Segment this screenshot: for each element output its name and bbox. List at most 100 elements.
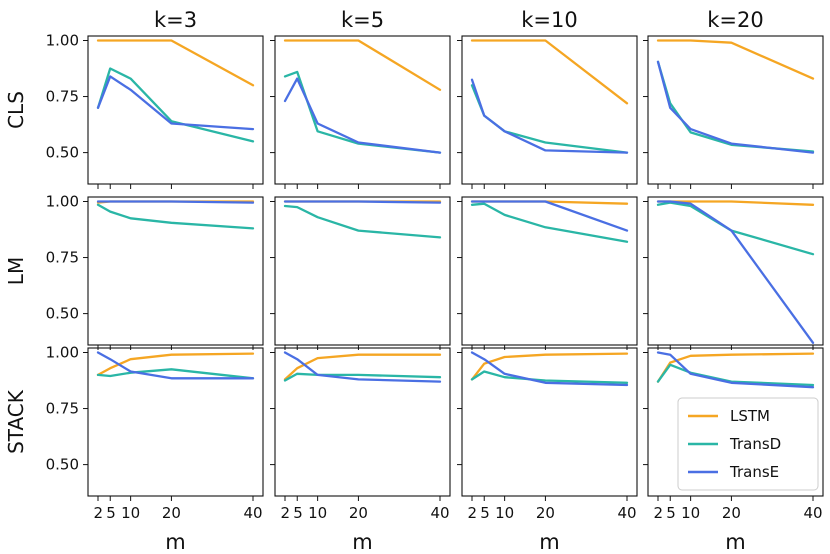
column-title-k5: k=5 [341, 8, 384, 32]
series-line-transe [470, 78, 629, 154]
column-title-k3: k=3 [154, 8, 197, 32]
series-line-transe [96, 75, 255, 131]
x-tick-label: 10 [308, 504, 327, 522]
y-tick-label: 1.00 [46, 343, 79, 361]
panel-frame [274, 35, 451, 185]
x-tick-label: 40 [803, 504, 822, 522]
series-line-transe [656, 200, 815, 344]
panel-frame [87, 196, 264, 346]
series-line-lstm [656, 352, 815, 383]
series-line-lstm [283, 353, 442, 381]
x-tick-label: 2 [653, 504, 663, 522]
panel-stack-k10: 2 5 10 20 40 m [457, 347, 638, 554]
legend: LSTM TransD TransE [677, 397, 819, 491]
column-title-k10: k=10 [521, 8, 577, 32]
x-tick-label: 20 [722, 504, 741, 522]
legend-box [677, 397, 819, 491]
panel-frame [274, 347, 451, 497]
series-line-transd [470, 370, 629, 384]
series-line-transe [470, 351, 629, 387]
series-line-lstm [470, 352, 629, 381]
x-tick-label: 10 [495, 504, 514, 522]
panel-frame [87, 347, 264, 497]
series-line-transd [283, 204, 442, 239]
panel-stack-k3: 0.50 0.75 1.00 2 5 10 20 40 m [46, 343, 264, 554]
x-axis-label: m [352, 530, 372, 554]
panel-cls-k10 [457, 35, 638, 189]
x-tick-label: 10 [121, 504, 140, 522]
x-tick-label: 2 [280, 504, 290, 522]
panel-frame [647, 347, 824, 497]
series-line-lstm [656, 39, 815, 80]
x-tick-label: 10 [681, 504, 700, 522]
x-axis-label: m [539, 530, 559, 554]
panel-cls-k3: 0.50 0.75 1.00 [46, 31, 264, 189]
x-tick-label: 5 [666, 504, 676, 522]
row-label-lm: LM [4, 257, 28, 285]
y-tick-label: 1.00 [46, 192, 79, 210]
x-tick-label: 5 [106, 504, 116, 522]
series-line-transd [283, 70, 442, 154]
panel-frame [461, 35, 638, 185]
y-tick-label: 0.75 [46, 249, 79, 267]
series-line-lstm [96, 352, 255, 377]
series-line-transd [96, 67, 255, 143]
x-axis-label: m [725, 530, 745, 554]
panel-frame [461, 196, 638, 346]
series-line-transd [470, 84, 629, 154]
series-line-transe [283, 77, 442, 154]
y-tick-label: 0.50 [46, 144, 79, 162]
panel-stack-k20: 2 5 10 20 40 m [643, 347, 824, 554]
x-tick-label: 40 [617, 504, 636, 522]
series-line-transe [283, 351, 442, 383]
x-tick-label: 5 [480, 504, 490, 522]
panel-lm-k5 [270, 196, 451, 350]
panel-frame [274, 196, 451, 346]
x-tick-label: 20 [349, 504, 368, 522]
series-line-transd [656, 60, 815, 153]
series-line-transd [96, 203, 255, 230]
x-tick-label: 2 [93, 504, 103, 522]
y-tick-label: 1.00 [46, 31, 79, 49]
x-tick-label: 40 [430, 504, 449, 522]
panel-lm-k3: 0.50 0.75 1.00 [46, 192, 264, 350]
series-line-transd [470, 202, 629, 243]
x-tick-label: 5 [293, 504, 303, 522]
series-line-transd [96, 368, 255, 380]
panel-frame [461, 347, 638, 497]
series-line-transe [470, 200, 629, 232]
y-tick-label: 0.50 [46, 456, 79, 474]
series-line-transe [656, 60, 815, 154]
panel-stack-k5: 2 5 10 20 40 m [270, 347, 451, 554]
legend-label-transd: TransD [729, 435, 781, 453]
legend-label-transe: TransE [729, 463, 779, 481]
x-axis-label: m [165, 530, 185, 554]
panel-cls-k20 [643, 35, 824, 189]
x-tick-label: 40 [243, 504, 262, 522]
row-label-cls: CLS [4, 91, 28, 129]
legend-label-lstm: LSTM [730, 407, 770, 425]
series-line-transe [96, 200, 255, 204]
x-tick-label: 20 [536, 504, 555, 522]
x-tick-label: 20 [162, 504, 181, 522]
panel-frame [647, 35, 824, 185]
y-tick-label: 0.75 [46, 88, 79, 106]
series-line-transd [656, 201, 815, 256]
series-line-transe [656, 351, 815, 389]
x-tick-label: 2 [467, 504, 477, 522]
series-line-lstm [96, 39, 255, 87]
series-line-lstm [470, 39, 629, 105]
series-line-transe [283, 200, 442, 204]
panel-frame [647, 196, 824, 346]
panel-lm-k20 [643, 196, 824, 350]
panel-frame [87, 35, 264, 185]
row-label-stack: STACK [4, 389, 28, 454]
y-tick-label: 0.75 [46, 400, 79, 418]
panel-cls-k5 [270, 35, 451, 189]
y-tick-label: 0.50 [46, 305, 79, 323]
series-line-transe [96, 351, 255, 380]
panel-lm-k10 [457, 196, 638, 350]
series-line-lstm [283, 39, 442, 91]
column-title-k20: k=20 [707, 8, 763, 32]
